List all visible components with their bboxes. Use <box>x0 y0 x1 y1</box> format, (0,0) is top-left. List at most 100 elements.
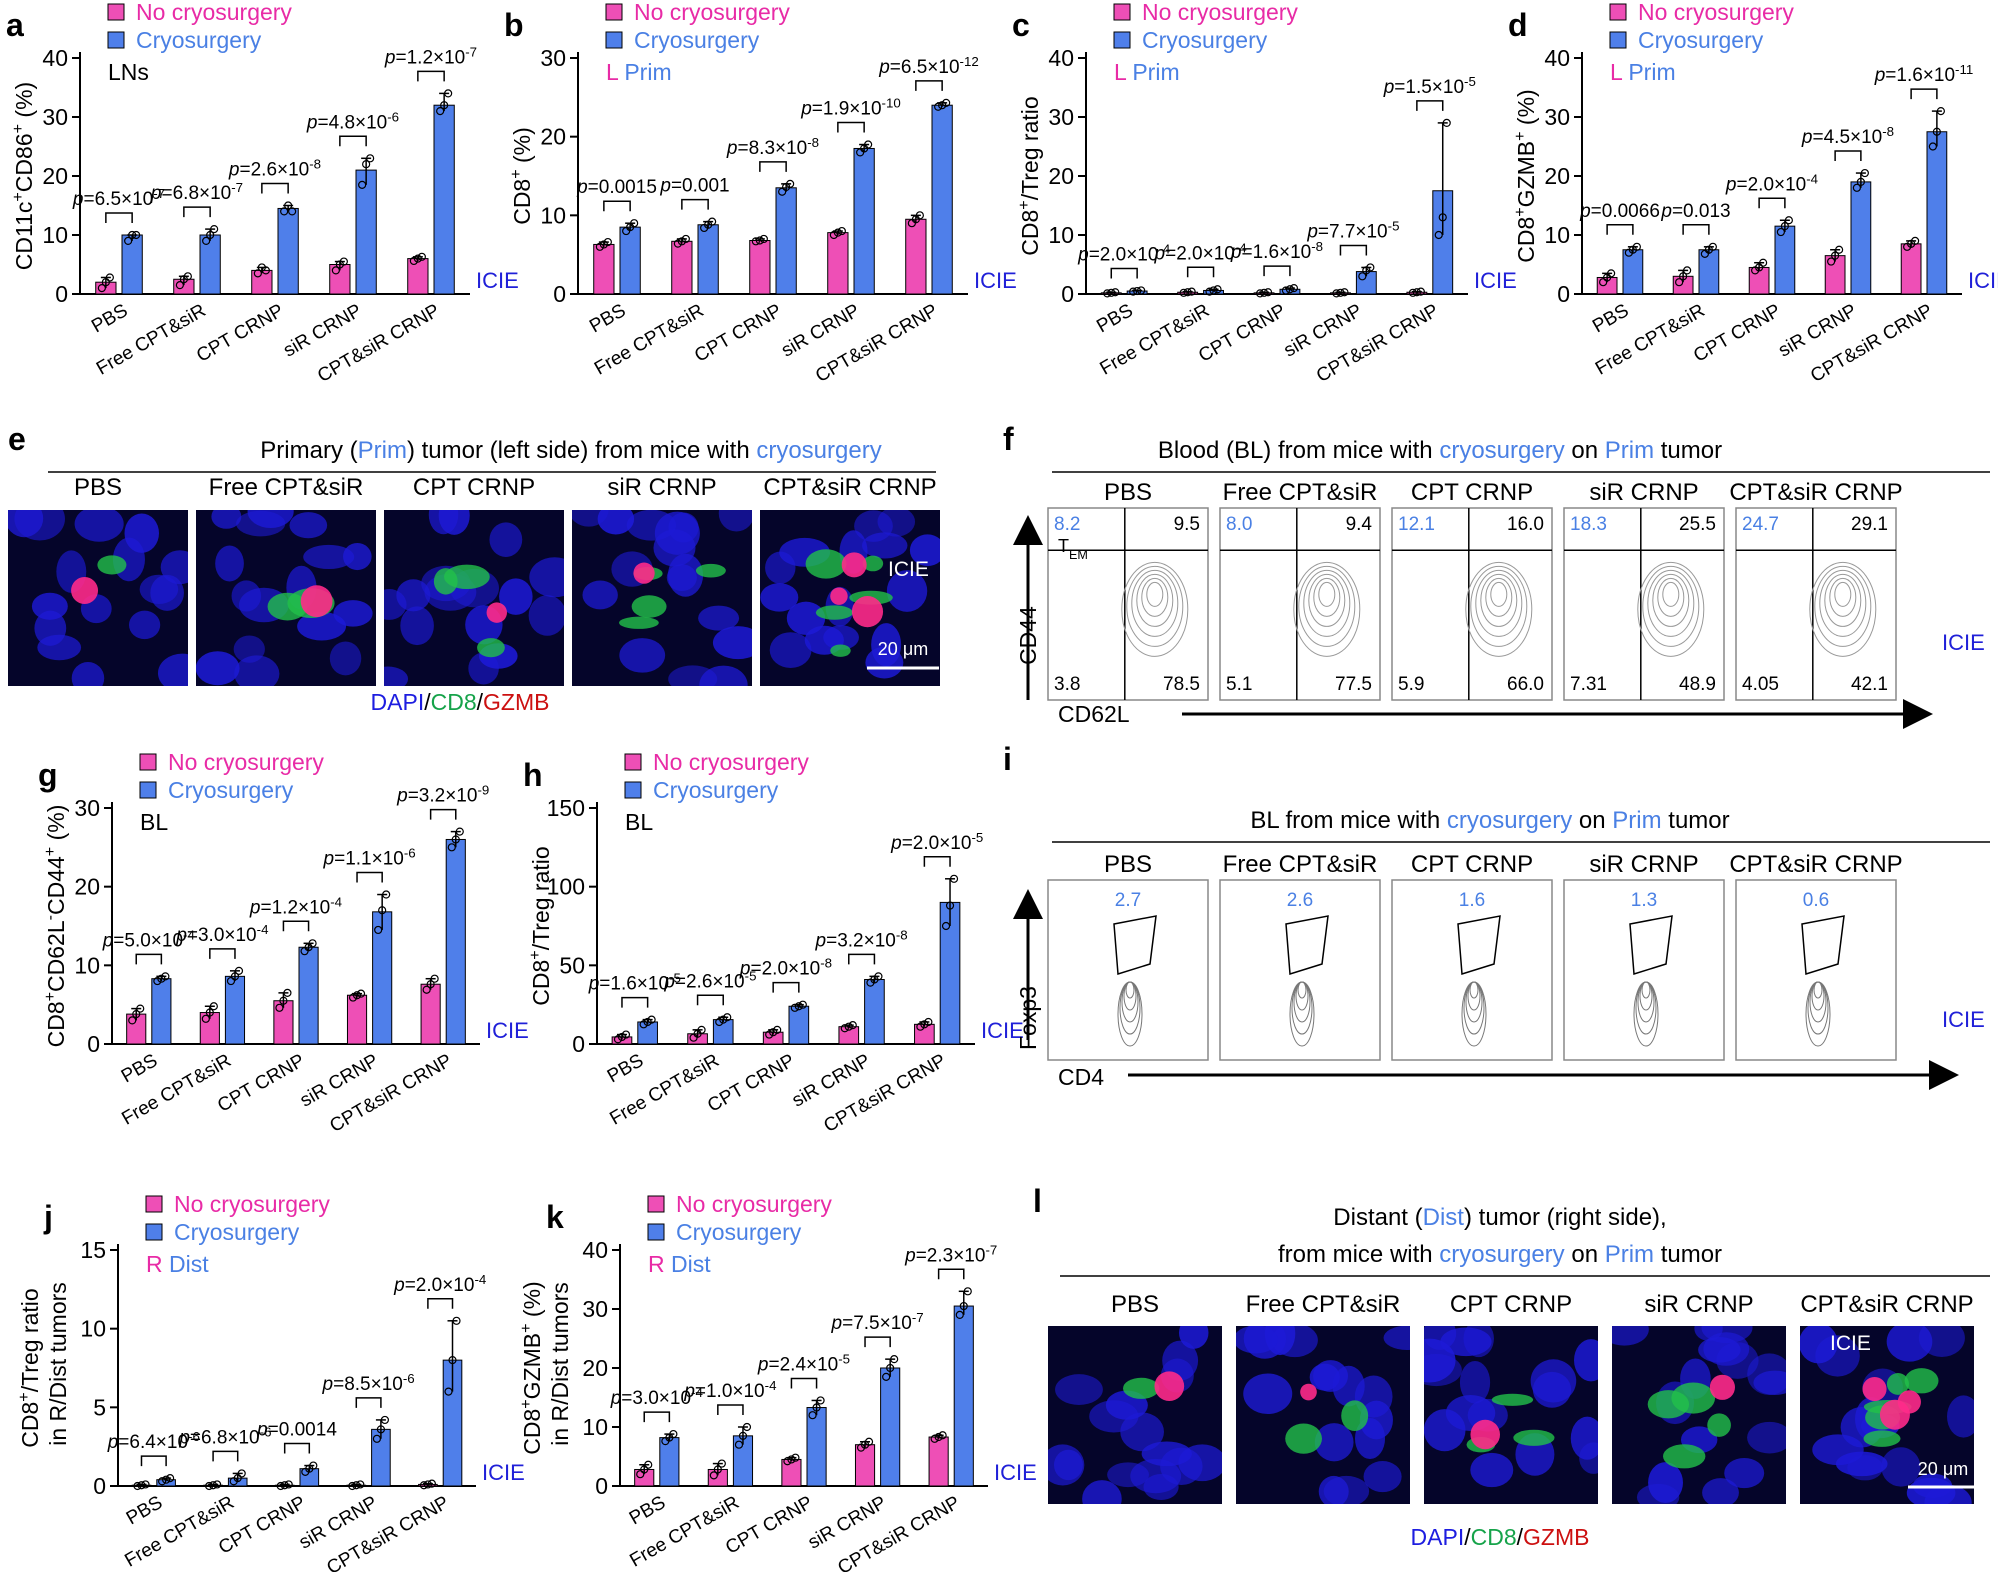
panel-i-letter: i <box>1003 741 1012 777</box>
data-point <box>864 140 873 149</box>
cd8-signal <box>695 563 726 578</box>
data-point <box>844 1022 853 1031</box>
data-point <box>1780 222 1789 231</box>
nucleus-blob <box>1055 1374 1103 1405</box>
data-point <box>417 252 426 261</box>
bar-no-cryo <box>346 994 368 1045</box>
flow-plot-label: PBS <box>1104 851 1152 878</box>
micrograph <box>572 510 752 686</box>
panel-tag: BL <box>625 809 653 835</box>
cd8-signal <box>1285 1423 1322 1454</box>
quadrant-ur: 25.5 <box>1679 514 1716 535</box>
bar-cryo <box>1622 249 1644 295</box>
data-point <box>1289 284 1299 293</box>
nucleus-blob <box>211 510 242 529</box>
p-value: p=0.0014 <box>256 1420 337 1441</box>
legend-no-cryo: No cryosurgery <box>653 749 809 775</box>
y-tick-label: 0 <box>553 281 566 307</box>
cd8-signal <box>862 555 884 572</box>
y-tick-label: 30 <box>582 1296 608 1322</box>
panel-g-letter: g <box>38 757 58 793</box>
bar-cryo <box>1926 131 1948 295</box>
nucleus-blob <box>8 510 44 538</box>
data-point <box>924 1017 933 1027</box>
data-point <box>280 207 289 216</box>
density-contour <box>1117 981 1143 1047</box>
y-tick-label: 0 <box>1557 281 1570 307</box>
panel-i-x-label: CD4 <box>1058 1064 1104 1090</box>
p-value: p=1.6×10-8 <box>1230 239 1323 264</box>
p-value: p=1.6×10-11 <box>1874 62 1974 87</box>
category-label: CPT&siR CRNP <box>834 1492 963 1572</box>
significance-bracket <box>621 996 649 1008</box>
bar-no-cryo <box>593 243 615 295</box>
tem-label: TEM <box>1058 536 1088 562</box>
data-point <box>1852 183 1861 192</box>
data-point <box>1205 287 1214 296</box>
micrograph-label: siR CRNP <box>1644 1291 1753 1318</box>
density-contour <box>1805 981 1831 1047</box>
legend-no-cryo: No cryosurgery <box>168 749 324 775</box>
y-tick-label: 10 <box>540 202 566 228</box>
nucleus-blob <box>668 512 699 543</box>
data-point <box>713 1465 722 1474</box>
significance-bracket <box>923 856 951 867</box>
data-point <box>158 1477 167 1486</box>
quadrant-ur: 16.0 <box>1507 514 1544 535</box>
nucleus-blob <box>786 601 826 635</box>
icie-label: ICIE <box>974 268 1017 293</box>
significance-bracket <box>355 1397 382 1408</box>
flow-plot-foxp3-cd4: 2.6 <box>1219 879 1381 1061</box>
y-axis-label: CD8+ (%) <box>507 127 535 225</box>
y-tick-label: 30 <box>1048 104 1074 130</box>
panel-l-title-line2: from mice with cryosurgery on Prim tumor <box>1278 1241 1722 1268</box>
nucleus-blob <box>1747 1421 1786 1454</box>
y-tick-label: 40 <box>42 45 68 71</box>
nucleus-blob <box>1314 1423 1354 1462</box>
significance-bracket <box>1834 150 1862 162</box>
density-contour <box>1490 581 1508 607</box>
data-point <box>1784 216 1793 225</box>
panel-l-scale-label: 20 μm <box>1918 1459 1968 1479</box>
bar-no-cryo <box>928 1436 949 1487</box>
density-contour <box>1647 569 1695 637</box>
panel-h-letter: h <box>523 757 543 793</box>
cd8-signal <box>1513 1429 1555 1446</box>
p-value: p=2.6×10-5 <box>663 968 756 993</box>
significance-bracket <box>105 212 133 223</box>
flow-plot-frame <box>1735 507 1897 701</box>
bar-cryo <box>1774 225 1796 295</box>
density-contour <box>1121 561 1189 657</box>
y-tick-label: 40 <box>1544 45 1570 71</box>
data-point <box>773 1025 782 1034</box>
data-point <box>356 989 366 998</box>
data-point <box>133 1481 142 1491</box>
category-label: PBS <box>123 1492 166 1529</box>
y-axis-label: CD8+/Treg ratio <box>1015 96 1043 255</box>
treg-gate <box>1457 915 1501 975</box>
data-point <box>669 1429 678 1439</box>
nucleus-blob <box>582 580 618 610</box>
icie-label: ICIE <box>476 268 519 293</box>
density-contour <box>1633 981 1659 1047</box>
legend-swatch-no-cryo <box>1113 3 1131 21</box>
micrograph <box>1800 1326 1974 1504</box>
data-point <box>955 1310 964 1320</box>
y-tick-label: 30 <box>540 45 566 71</box>
bar-cryo <box>788 1005 810 1045</box>
bar-cryo <box>953 1305 974 1487</box>
gzmb-signal <box>841 552 867 578</box>
p-value: p=1.2×10-4 <box>249 894 342 919</box>
p-value: p=2.6×10-8 <box>228 156 321 181</box>
data-point <box>309 1461 318 1470</box>
data-point <box>751 237 760 246</box>
panel-b: b 0 10 20 30 CD8+ (%) No cryosurgeryCryosurger… <box>504 0 1017 387</box>
data-point <box>1336 288 1345 297</box>
micrograph <box>1424 1326 1598 1504</box>
data-point <box>452 1316 461 1325</box>
micrograph-label: CPT CRNP <box>413 474 535 501</box>
gzmb-signal <box>830 587 848 605</box>
panel-l-channel-legend: DAPI/CD8/GZMB <box>1411 1524 1590 1550</box>
nucleus-blob <box>1570 1416 1598 1460</box>
